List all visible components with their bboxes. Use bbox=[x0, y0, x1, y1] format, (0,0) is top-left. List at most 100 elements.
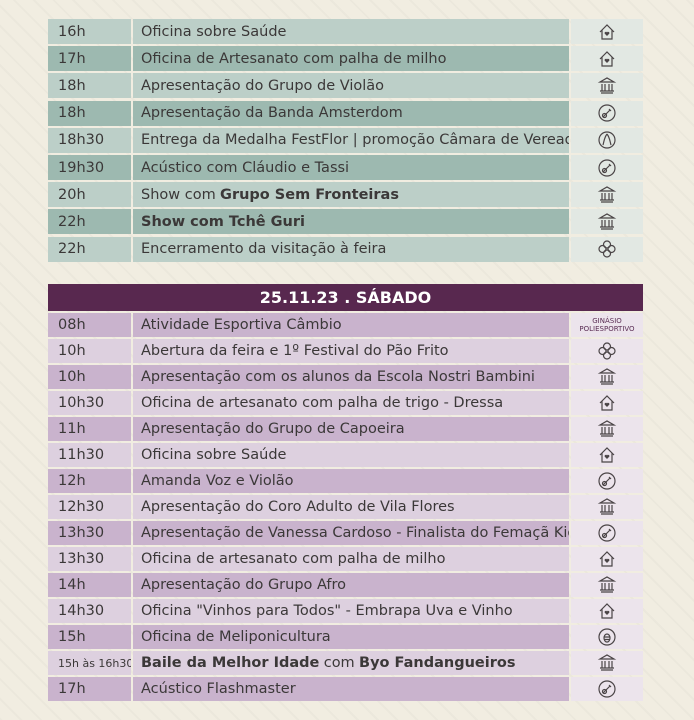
event-cell: Apresentação do Coro Adulto de Vila Flor… bbox=[133, 495, 569, 519]
icon bbox=[597, 498, 617, 515]
icon-cell bbox=[571, 391, 643, 415]
icon bbox=[598, 104, 616, 122]
icon-cell bbox=[571, 625, 643, 649]
icon bbox=[598, 472, 616, 490]
time-cell: 11h bbox=[48, 417, 131, 441]
time-cell: 17h bbox=[48, 677, 131, 701]
time-cell: 11h30 bbox=[48, 443, 131, 467]
icon bbox=[598, 524, 616, 542]
icon-cell bbox=[571, 547, 643, 571]
event-text: Apresentação da Banda Amsterdom bbox=[141, 105, 403, 122]
icon-cell bbox=[571, 73, 643, 99]
event-cell: Baile da Melhor Idade com Byo Fandangueiro… bbox=[133, 651, 569, 675]
venue-text: GINÁSIO bbox=[592, 317, 622, 325]
event-text: Byo Fandangueiros bbox=[359, 655, 516, 671]
event-text: Encerramento da visitação à feira bbox=[141, 241, 387, 258]
icon-cell bbox=[571, 521, 643, 545]
event-text: Oficina sobre Saúde bbox=[141, 23, 287, 40]
event-text: Acústico Flashmaster bbox=[141, 681, 296, 697]
event-cell: Oficina de artesanato com palha de trigo… bbox=[133, 391, 569, 415]
icon bbox=[599, 50, 615, 67]
event-cell: Apresentação do Grupo de Capoeira bbox=[133, 417, 569, 441]
event-cell: Entrega da Medalha FestFlor | promoção C… bbox=[133, 127, 569, 153]
event-cell: Apresentação de Vanessa Cardoso - Finali… bbox=[133, 521, 569, 545]
event-cell: Apresentação do Grupo de Violão bbox=[133, 73, 569, 99]
icon-cell bbox=[571, 339, 643, 363]
icon bbox=[597, 368, 617, 385]
icon-cell bbox=[571, 469, 643, 493]
time-cell: 10h bbox=[48, 339, 131, 363]
event-text: Amanda Voz e Violão bbox=[141, 473, 294, 489]
icon bbox=[599, 551, 615, 567]
event-cell: Apresentação do Grupo Afro bbox=[133, 573, 569, 597]
time-cell: 16h bbox=[48, 19, 131, 44]
day-header: 25.11.23 . SÁBADO bbox=[48, 284, 643, 311]
icon bbox=[599, 447, 615, 463]
icon-cell: GINÁSIO POLIESPORTIVO bbox=[571, 313, 643, 337]
time-cell: 10h bbox=[48, 365, 131, 389]
event-text: com bbox=[323, 655, 355, 671]
time-cell: 22h bbox=[48, 209, 131, 235]
event-cell: Show com Grupo Sem Fronteiras bbox=[133, 182, 569, 208]
icon-cell bbox=[571, 417, 643, 441]
icon bbox=[599, 395, 615, 411]
time-cell: 10h30 bbox=[48, 391, 131, 415]
event-text: Oficina "Vinhos para Todos" - Embrapa Uv… bbox=[141, 603, 513, 619]
icon-cell bbox=[571, 19, 643, 44]
time-cell: 13h30 bbox=[48, 547, 131, 571]
time-cell: 15h às 16h30 bbox=[48, 651, 131, 675]
event-cell: Encerramento da visitação à feira bbox=[133, 236, 569, 262]
event-cell: Acústico com Cláudio e Tassi bbox=[133, 155, 569, 180]
event-cell: Apresentação da Banda Amsterdom bbox=[133, 100, 569, 126]
time-cell: 18h30 bbox=[48, 127, 131, 153]
icon bbox=[599, 603, 615, 619]
icon-cell bbox=[571, 677, 643, 701]
icon-cell bbox=[571, 127, 643, 153]
event-text: Oficina de artesanato com palha de milho bbox=[141, 551, 446, 567]
time-cell: 08h bbox=[48, 313, 131, 337]
event-text: Apresentação de Vanessa Cardoso - Finali… bbox=[141, 525, 569, 541]
icon bbox=[598, 628, 616, 646]
event-text: Abertura da feira e 1º Festival do Pão F… bbox=[141, 343, 449, 359]
icon bbox=[599, 23, 615, 40]
event-text: Show com Tchê Guri bbox=[141, 213, 305, 230]
event-text: Apresentação do Coro Adulto de Vila Flor… bbox=[141, 499, 455, 515]
time-cell: 12h bbox=[48, 469, 131, 493]
icon-cell bbox=[571, 365, 643, 389]
time-cell: 19h30 bbox=[48, 155, 131, 180]
icon-cell bbox=[571, 236, 643, 262]
icon-cell bbox=[571, 100, 643, 126]
icon bbox=[597, 576, 617, 593]
event-text: Show com bbox=[141, 186, 216, 203]
event-cell: Amanda Voz e Violão bbox=[133, 469, 569, 493]
time-cell: 15h bbox=[48, 625, 131, 649]
time-cell: 13h30 bbox=[48, 521, 131, 545]
icon bbox=[598, 680, 616, 698]
event-cell: Oficina sobre Saúde bbox=[133, 443, 569, 467]
event-text: Apresentação do Grupo Afro bbox=[141, 577, 347, 593]
time-cell: 18h bbox=[48, 73, 131, 99]
icon bbox=[598, 158, 616, 177]
event-text: Oficina sobre Saúde bbox=[141, 447, 287, 463]
event-cell: Oficina de Meliponicultura bbox=[133, 625, 569, 649]
icon bbox=[597, 185, 617, 203]
icon-cell bbox=[571, 495, 643, 519]
event-cell: Oficina de Artesanato com palha de milho bbox=[133, 46, 569, 72]
icon bbox=[597, 420, 617, 437]
icon bbox=[597, 213, 617, 230]
icon-cell bbox=[571, 443, 643, 467]
event-text: Entrega da Medalha FestFlor | promoção C… bbox=[141, 132, 569, 149]
icon-cell bbox=[571, 651, 643, 675]
time-cell: 22h bbox=[48, 236, 131, 262]
event-text: Apresentação com os alunos da Escola Nos… bbox=[141, 369, 535, 385]
icon-cell bbox=[571, 573, 643, 597]
icon bbox=[597, 654, 617, 671]
icon-cell bbox=[571, 46, 643, 72]
time-cell: 17h bbox=[48, 46, 131, 72]
event-cell: Oficina "Vinhos para Todos" - Embrapa Uv… bbox=[133, 599, 569, 623]
venue-text: POLIESPORTIVO bbox=[579, 325, 635, 333]
icon-cell bbox=[571, 599, 643, 623]
event-text: Apresentação do Grupo de Violão bbox=[141, 77, 385, 94]
icon bbox=[597, 77, 617, 94]
event-text: Acústico com Cláudio e Tassi bbox=[141, 159, 350, 176]
